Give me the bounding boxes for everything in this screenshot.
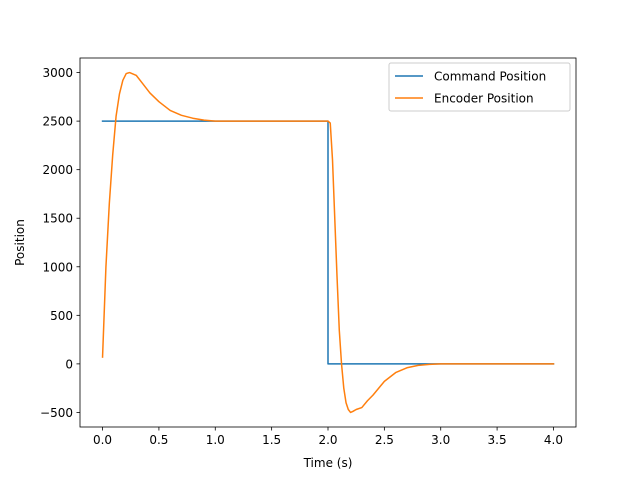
x-tick-label: 4.0 [544,433,563,447]
y-tick-label: 3000 [42,66,73,80]
x-tick-label: 0.5 [149,433,168,447]
y-tick-label: −500 [40,406,73,420]
x-tick-label: 2.0 [318,433,337,447]
y-tick-label: 0 [65,357,73,371]
y-tick-label: 2000 [42,163,73,177]
x-axis-ticks: 0.0 0.5 1.0 1.5 2.0 2.5 3.0 3.5 4.0 [93,427,563,447]
y-tick-label: 1500 [42,212,73,226]
y-axis-ticks: −500 0 500 1000 1500 2000 2500 3000 [40,66,80,420]
legend-entries: Command Position Encoder Position [395,70,546,106]
legend-frame [388,62,571,112]
series-layer [101,71,555,414]
y-tick-label: 1000 [42,260,73,274]
y-tick-label: 500 [50,309,73,323]
y-axis-label: Position [13,219,27,266]
legend-label-encoder-position: Encoder Position [434,92,534,106]
x-tick-label: 3.5 [488,433,507,447]
legend: Command Position Encoder Position [388,62,571,112]
x-tick-label: 1.5 [262,433,281,447]
x-tick-label: 1.0 [206,433,225,447]
x-axis-label: Time (s) [303,456,353,470]
legend-label-command-position: Command Position [434,70,546,84]
x-tick-label: 2.5 [375,433,394,447]
y-tick-label: 2500 [42,115,73,129]
x-tick-label: 3.0 [431,433,450,447]
x-tick-label: 0.0 [93,433,112,447]
series-line-encoder-position [101,71,555,414]
